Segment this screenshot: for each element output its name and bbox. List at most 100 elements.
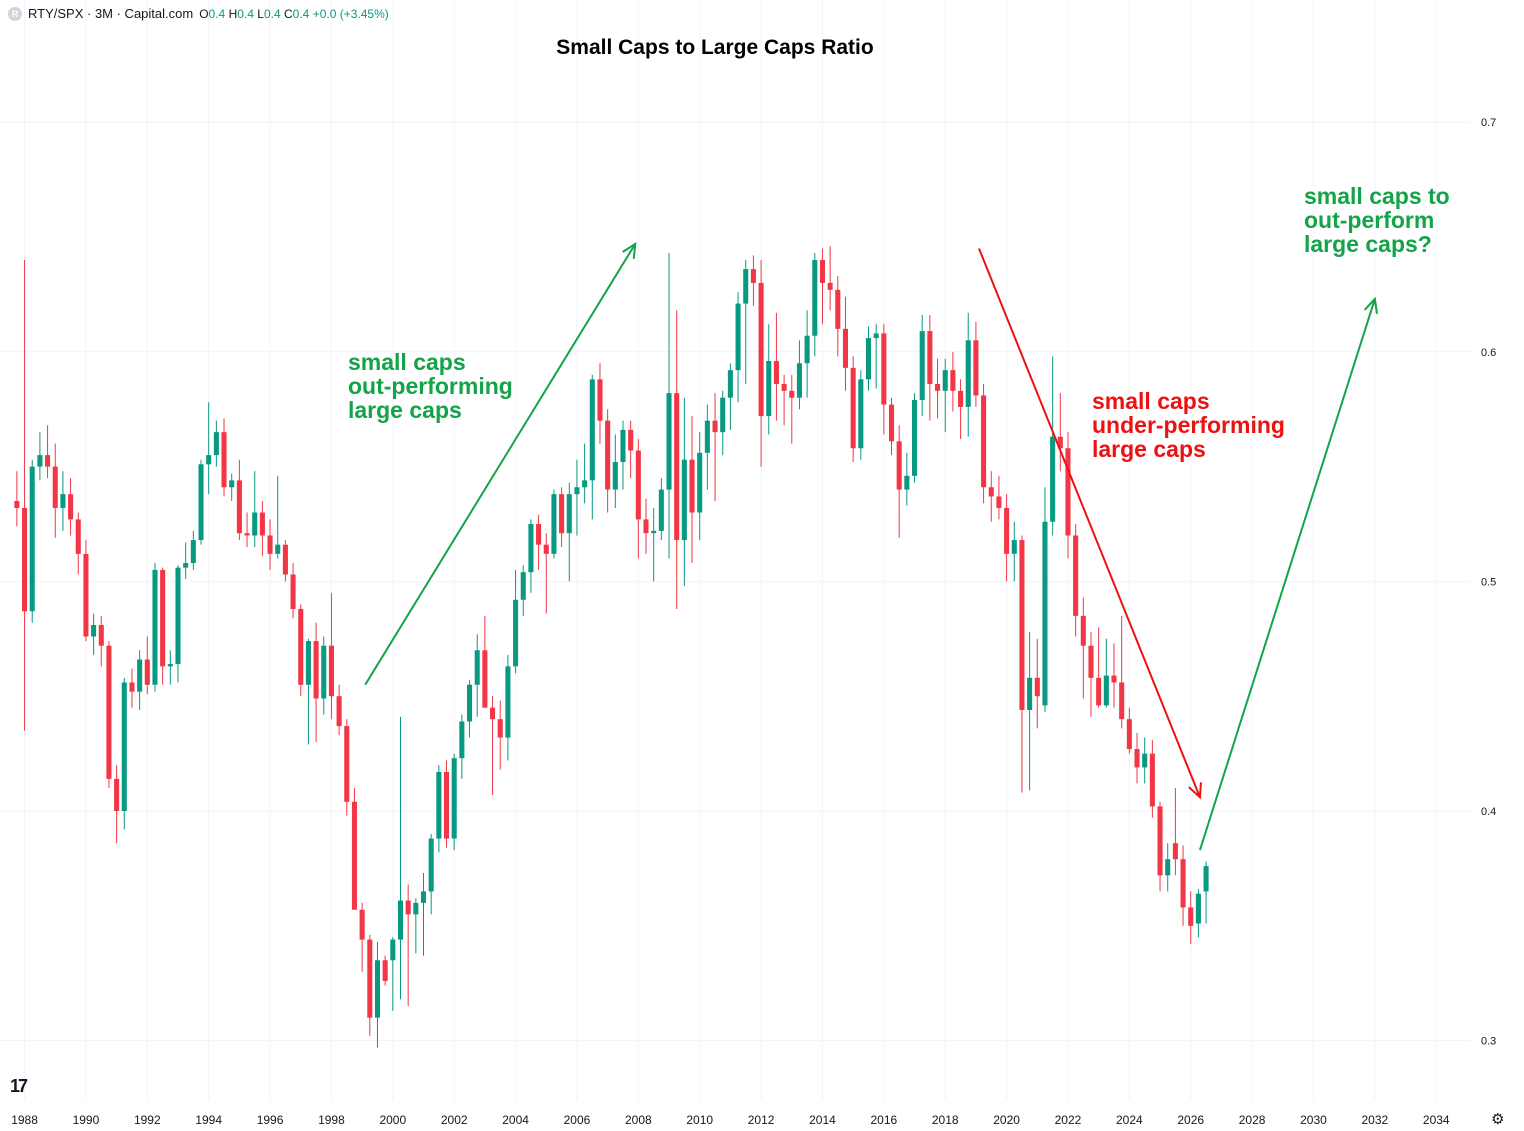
candle-body [605,420,611,490]
candle-body [935,383,941,391]
candle-body [137,659,143,692]
candle [1027,631,1033,791]
candle [359,902,365,972]
x-tick-label: 2030 [1300,1113,1327,1127]
y-tick-label: 0.4 [1481,806,1496,818]
candle-body [98,625,104,646]
candle-body [911,400,918,476]
candle [773,312,779,421]
candle-body [374,960,381,1018]
tradingview-logo-icon[interactable]: 17 [10,1076,28,1096]
candle-body [766,360,772,417]
y-tick-label: 0.6 [1481,347,1496,359]
candle-body [14,501,20,508]
candle [1088,631,1094,717]
trend-arrow-head [622,241,637,259]
candle-body [244,533,250,536]
candle [390,937,396,1011]
candle [290,563,296,619]
candle [689,416,695,564]
candle-body [1149,753,1155,807]
candle-body [1011,540,1017,554]
candle [513,569,519,674]
candle [160,567,166,685]
settings-gear-icon[interactable]: ⚙ [1491,1111,1505,1128]
candle-body [559,494,565,534]
candle [22,259,28,731]
ohlc-high-key: H [228,6,238,21]
candle-body [436,771,442,839]
candle [236,459,242,541]
candle [405,884,411,1007]
candle [896,425,902,538]
x-tick-label: 2016 [870,1113,897,1127]
candle [666,253,672,559]
candle [244,512,250,547]
y-tick-label: 0.7 [1481,117,1496,129]
candle [321,636,327,715]
candle-body [597,379,603,421]
candles-layer [14,246,1209,1048]
candle-body [666,393,672,490]
candle-body [106,645,112,779]
candle [935,358,941,419]
candle-body [259,512,265,536]
candle [1011,521,1017,582]
candle-body [704,420,710,453]
ohlc-low-key: L [257,6,264,21]
candle-body [328,645,334,697]
candle-body [29,466,35,612]
x-tick-label: 2004 [502,1113,529,1127]
candle-body [83,553,89,637]
candle [942,358,948,433]
candle-body [582,480,588,488]
candle-body [566,494,572,534]
x-axis: 1988 1990 1992 1994 1996 1998 2000 2002 2004 2006… [11,1113,1450,1127]
candle-body [958,390,964,407]
candle-body [658,489,664,531]
candle-body [206,455,212,465]
candle-body [988,487,994,497]
x-tick-label: 2028 [1239,1113,1266,1127]
candle-body [451,758,457,839]
candle [1103,638,1109,708]
candle-body [781,383,787,391]
candle-body [873,333,879,339]
ohlc-change: +0.0 (+3.45%) [312,6,389,21]
candle-body [674,393,680,541]
candle-body [167,664,173,667]
candle [996,475,1002,520]
candle [29,459,35,623]
candle-body [712,420,718,433]
candle-body [121,682,127,812]
candle [743,259,749,384]
candle [1203,861,1209,924]
candle-body [528,524,534,573]
x-tick-label: 2000 [379,1113,406,1127]
candle [873,324,879,389]
x-tick-label: 2026 [1177,1113,1204,1127]
annotation-underperforming: small caps under-performing large caps [1092,388,1285,462]
candle-body [1165,859,1171,876]
ohlc-high-value: 0.4 [237,6,254,21]
candle-body [68,494,74,520]
candle-body [91,625,97,637]
candle [559,487,565,547]
chart-title: Small Caps to Large Caps Ratio [556,36,874,59]
candle [1149,739,1155,818]
candle-body [1188,907,1194,926]
candle [812,253,818,357]
candle-body [950,370,956,391]
symbol-label[interactable]: RTY/SPX · 3M · Capital.com [28,6,194,21]
candle [781,374,787,426]
candle [858,370,864,460]
candle-body [459,721,465,759]
candle [1111,643,1117,708]
candle-body [213,432,219,456]
candle-body [635,450,641,520]
candle-body [881,333,887,405]
candle [91,613,97,655]
candle-body [888,404,895,442]
candle [198,459,204,545]
